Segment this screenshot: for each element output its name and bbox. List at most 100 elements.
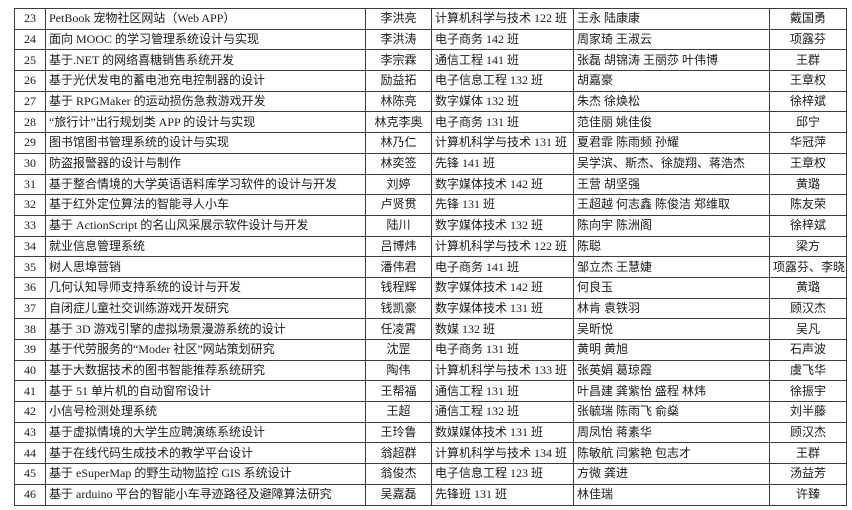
cell-project-title: 基于红外定位算法的智能寻人小车 bbox=[45, 194, 366, 216]
cell-team-members: 吴学滨、斯杰、徐旋翔、蒋浩杰 bbox=[573, 152, 770, 175]
cell-student-name: 林陈亮 bbox=[365, 90, 432, 113]
cell-team-members: 何良玉 bbox=[573, 276, 770, 299]
cell-student-name: 王帮福 bbox=[365, 380, 432, 403]
cell-row-number: 34 bbox=[14, 235, 46, 258]
cell-project-title: 基于 RPGMaker 的运动损伤急救游戏开发 bbox=[45, 90, 366, 113]
cell-student-name: 任凌霄 bbox=[365, 318, 432, 340]
thesis-assignment-table: 23 PetBook 宠物社区网站（Web APP） 李洪亮 计算机科学与技术 … bbox=[14, 8, 847, 506]
cell-team-members: 黄明 黄旭 bbox=[573, 339, 770, 361]
cell-class: 计算机科学与技术 122 班 bbox=[431, 235, 574, 258]
table-row: 36 几何认知导师支持系统的设计与开发 钱程辉 数字媒体技术 142 班 何良玉… bbox=[14, 276, 847, 299]
cell-project-title: 基于.NET 的网络喜糖销售系统开发 bbox=[45, 49, 366, 72]
cell-row-number: 39 bbox=[14, 339, 46, 361]
cell-project-title: 自闭症儿童社交训练游戏开发研究 bbox=[45, 297, 366, 320]
table-row: 27 基于 RPGMaker 的运动损伤急救游戏开发 林陈亮 数字媒体 132 … bbox=[14, 90, 847, 113]
cell-student-name: 钱程辉 bbox=[365, 276, 432, 299]
cell-row-number: 35 bbox=[14, 256, 46, 278]
cell-advisor: 徐梓斌 bbox=[769, 90, 847, 113]
cell-class: 数字媒体技术 142 班 bbox=[431, 276, 574, 299]
cell-project-title: 几何认知导师支持系统的设计与开发 bbox=[45, 276, 366, 299]
cell-team-members: 周家琦 王淑云 bbox=[573, 28, 770, 51]
table-row: 33 基于 ActionScript 的名山风采展示软件设计与开发 陆川 数字媒… bbox=[14, 214, 847, 237]
cell-advisor: 邱宁 bbox=[769, 111, 847, 134]
cell-advisor: 王章权 bbox=[769, 70, 847, 92]
table-row: 44 基于在线代码生成技术的教学平台设计 翁超群 计算机科学与技术 134 班 … bbox=[14, 442, 847, 465]
cell-project-title: 基于虚拟情境的大学生应聘演练系统设计 bbox=[45, 421, 366, 444]
cell-student-name: 励益拓 bbox=[365, 70, 432, 92]
cell-student-name: 李洪亮 bbox=[365, 8, 432, 30]
cell-student-name: 吕博炜 bbox=[365, 235, 432, 258]
table-row: 42 小信号检测处理系统 王超 通信工程 132 班 张毓瑞 陈雨飞 俞燊 刘半… bbox=[14, 401, 847, 423]
cell-advisor: 王章权 bbox=[769, 152, 847, 175]
table-row: 39 基于代劳服务的“Moder 社区”网站策划研究 沈罡 电子商务 131 班… bbox=[14, 339, 847, 361]
cell-class: 先锋 141 班 bbox=[431, 152, 574, 175]
cell-advisor: 项露芬 bbox=[769, 28, 847, 51]
cell-class: 电子商务 131 班 bbox=[431, 339, 574, 361]
table-row: 35 树人思埠营销 潘伟君 电子商务 141 班 邹立杰 王慧婕 项露芬、李晓 bbox=[14, 256, 847, 278]
cell-project-title: 基于在线代码生成技术的教学平台设计 bbox=[45, 442, 366, 465]
cell-class: 数字媒体 132 班 bbox=[431, 90, 574, 113]
cell-student-name: 刘婷 bbox=[365, 173, 432, 196]
cell-advisor: 王群 bbox=[769, 49, 847, 72]
cell-row-number: 25 bbox=[14, 49, 46, 72]
cell-class: 数字媒体技术 132 班 bbox=[431, 214, 574, 237]
table-row: 38 基于 3D 游戏引擎的虚拟场景漫游系统的设计 任凌霄 数媒 132 班 吴… bbox=[14, 318, 847, 340]
cell-row-number: 29 bbox=[14, 132, 46, 154]
cell-student-name: 卢贤贯 bbox=[365, 194, 432, 216]
cell-row-number: 33 bbox=[14, 214, 46, 237]
cell-advisor: 项露芬、李晓 bbox=[769, 256, 847, 278]
cell-row-number: 42 bbox=[14, 401, 46, 423]
table-row: 45 基于 eSuperMap 的野生动物监控 GIS 系统设计 翁俊杰 电子信… bbox=[14, 463, 847, 485]
cell-row-number: 45 bbox=[14, 463, 46, 485]
cell-class: 电子商务 142 班 bbox=[431, 28, 574, 51]
cell-row-number: 31 bbox=[14, 173, 46, 196]
cell-advisor: 陈友荣 bbox=[769, 194, 847, 216]
cell-project-title: 基于光伏发电的蓄电池充电控制器的设计 bbox=[45, 70, 366, 92]
cell-advisor: 石声波 bbox=[769, 339, 847, 361]
cell-team-members: 张英娟 葛琼霞 bbox=[573, 359, 770, 382]
cell-student-name: 翁超群 bbox=[365, 442, 432, 465]
cell-student-name: 李宗霖 bbox=[365, 49, 432, 72]
cell-team-members: 吴昕悦 bbox=[573, 318, 770, 340]
cell-team-members: 林肯 袁铁羽 bbox=[573, 297, 770, 320]
cell-team-members: 王营 胡坚强 bbox=[573, 173, 770, 196]
table-row: 25 基于.NET 的网络喜糖销售系统开发 李宗霖 通信工程 141 班 张磊 … bbox=[14, 49, 847, 72]
cell-advisor: 刘半藤 bbox=[769, 401, 847, 423]
cell-row-number: 32 bbox=[14, 194, 46, 216]
cell-project-title: 面向 MOOC 的学习管理系统设计与实现 bbox=[45, 28, 366, 51]
table-row: 41 基于 51 单片机的自动窗帘设计 王帮福 通信工程 131 班 叶昌建 龚… bbox=[14, 380, 847, 403]
cell-student-name: 沈罡 bbox=[365, 339, 432, 361]
table-row: 30 防盗报警器的设计与制作 林奕签 先锋 141 班 吴学滨、斯杰、徐旋翔、蒋… bbox=[14, 152, 847, 175]
cell-advisor: 顾汉杰 bbox=[769, 421, 847, 444]
cell-team-members: 张磊 胡锦涛 王丽莎 叶伟博 bbox=[573, 49, 770, 72]
cell-class: 电子信息工程 132 班 bbox=[431, 70, 574, 92]
cell-row-number: 24 bbox=[14, 28, 46, 51]
cell-project-title: 树人思埠营销 bbox=[45, 256, 366, 278]
cell-advisor: 吴凡 bbox=[769, 318, 847, 340]
table-row: 34 就业信息管理系统 吕博炜 计算机科学与技术 122 班 陈聪 梁方 bbox=[14, 235, 847, 258]
cell-team-members: 邹立杰 王慧婕 bbox=[573, 256, 770, 278]
cell-student-name: 王玲鲁 bbox=[365, 421, 432, 444]
cell-advisor: 汤益芳 bbox=[769, 463, 847, 485]
cell-advisor: 黄璐 bbox=[769, 173, 847, 196]
cell-advisor: 许臻 bbox=[769, 483, 847, 506]
table-row: 40 基于大数据技术的图书智能推荐系统研究 陶伟 计算机科学与技术 133 班 … bbox=[14, 359, 847, 382]
cell-team-members: 夏君霏 陈雨频 孙耀 bbox=[573, 132, 770, 154]
cell-class: 通信工程 132 班 bbox=[431, 401, 574, 423]
cell-advisor: 虞飞华 bbox=[769, 359, 847, 382]
cell-team-members: 朱杰 徐焕松 bbox=[573, 90, 770, 113]
cell-class: 电子商务 141 班 bbox=[431, 256, 574, 278]
cell-team-members: 陈向宇 陈洲阁 bbox=[573, 214, 770, 237]
table-row: 24 面向 MOOC 的学习管理系统设计与实现 李洪涛 电子商务 142 班 周… bbox=[14, 28, 847, 51]
cell-class: 计算机科学与技术 133 班 bbox=[431, 359, 574, 382]
cell-team-members: 胡嘉豪 bbox=[573, 70, 770, 92]
cell-advisor: 徐梓斌 bbox=[769, 214, 847, 237]
cell-student-name: 潘伟君 bbox=[365, 256, 432, 278]
cell-project-title: 基于 3D 游戏引擎的虚拟场景漫游系统的设计 bbox=[45, 318, 366, 340]
cell-row-number: 44 bbox=[14, 442, 46, 465]
cell-class: 计算机科学与技术 131 班 bbox=[431, 132, 574, 154]
cell-student-name: 陆川 bbox=[365, 214, 432, 237]
cell-class: 计算机科学与技术 134 班 bbox=[431, 442, 574, 465]
cell-team-members: 方微 龚进 bbox=[573, 463, 770, 485]
